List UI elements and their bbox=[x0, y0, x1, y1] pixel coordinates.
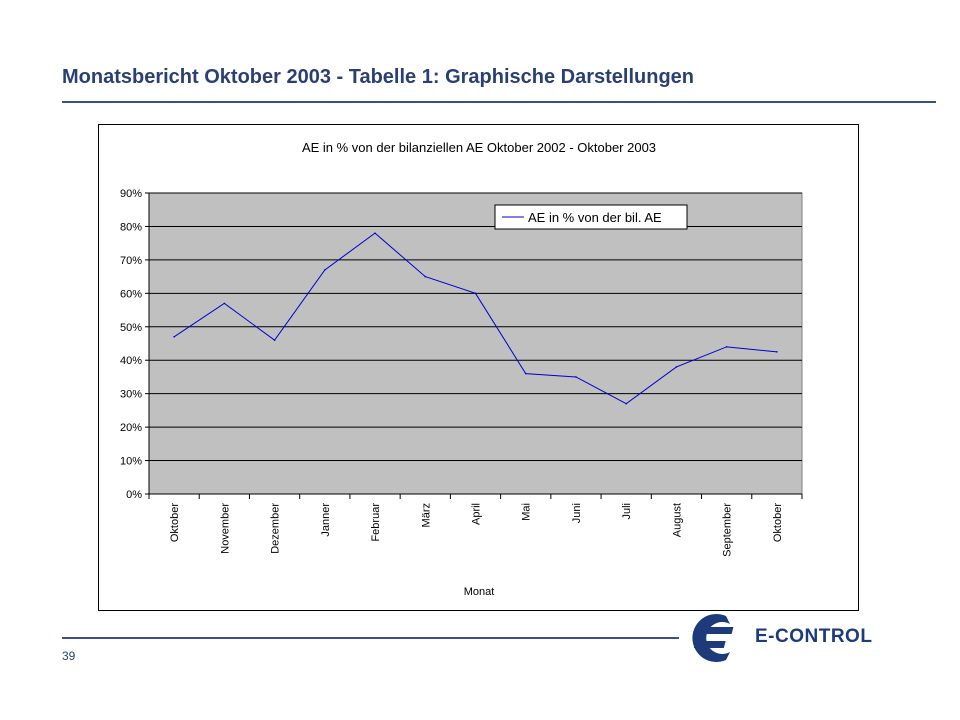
chart-title: AE in % von der bilanziellen AE Oktober … bbox=[302, 140, 656, 155]
page-title: Monatsbericht Oktober 2003 - Tabelle 1: … bbox=[62, 66, 695, 88]
data-point bbox=[223, 302, 226, 305]
x-tick-label: September bbox=[722, 503, 734, 557]
x-tick-label: Juni bbox=[571, 503, 583, 523]
data-point bbox=[474, 292, 477, 295]
x-tick-label: Janner bbox=[320, 503, 332, 537]
data-point bbox=[575, 376, 577, 378]
data-point bbox=[273, 339, 276, 341]
logo-text: E-CONTROL bbox=[755, 626, 873, 647]
x-tick-label: November bbox=[219, 503, 231, 554]
y-tick-label: 90% bbox=[120, 188, 142, 200]
x-tick-label: Oktober bbox=[169, 503, 181, 542]
data-point bbox=[324, 269, 326, 271]
x-tick-label: Oktober bbox=[772, 503, 784, 542]
y-axis: 0% 10% 20% 30% 40% 50% 60% 70% 80% 90% bbox=[120, 188, 150, 501]
x-tick-label: Mai bbox=[521, 503, 533, 521]
data-point bbox=[173, 336, 175, 338]
y-tick-label: 30% bbox=[120, 389, 142, 401]
x-tick-label: April bbox=[471, 503, 483, 525]
y-tick-label: 10% bbox=[120, 456, 142, 468]
x-axis-label: Monat bbox=[464, 586, 495, 598]
chart-frame: AE in % von der bilanziellen AE Oktober … bbox=[98, 124, 859, 611]
data-point bbox=[675, 366, 678, 368]
data-point bbox=[374, 232, 376, 234]
y-tick-label: 60% bbox=[120, 288, 142, 300]
data-point bbox=[725, 346, 728, 348]
x-tick-label: Juli bbox=[621, 503, 633, 520]
y-tick-label: 0% bbox=[126, 489, 142, 501]
y-tick-label: 40% bbox=[120, 355, 142, 367]
x-axis: Oktober November Dezember Janner Februar März… bbox=[148, 493, 803, 557]
x-tick-label: August bbox=[671, 503, 683, 537]
y-tick-label: 50% bbox=[120, 322, 142, 334]
e-control-logo-icon bbox=[692, 614, 734, 662]
plot-area bbox=[148, 192, 803, 495]
footer-divider bbox=[62, 637, 679, 639]
y-tick-label: 70% bbox=[120, 255, 142, 267]
line-chart: AE in % von der bilanziellen AE Oktober … bbox=[120, 140, 803, 598]
title-divider bbox=[62, 101, 936, 103]
x-tick-label: Februar bbox=[370, 503, 382, 542]
series-lines bbox=[173, 232, 778, 405]
y-tick-label: 80% bbox=[120, 221, 142, 233]
x-tick-label: März bbox=[420, 503, 432, 527]
legend-label: AE in % von der bil. AE bbox=[528, 210, 662, 225]
legend: AE in % von der bil. AE bbox=[494, 204, 688, 230]
x-tick-label: Dezember bbox=[270, 503, 282, 554]
y-tick-label: 20% bbox=[120, 422, 142, 434]
data-point bbox=[424, 275, 427, 278]
legend-box bbox=[494, 204, 688, 230]
data-point bbox=[524, 372, 527, 375]
data-point bbox=[776, 351, 778, 353]
page-number: 39 bbox=[62, 649, 76, 663]
data-point bbox=[625, 402, 627, 405]
